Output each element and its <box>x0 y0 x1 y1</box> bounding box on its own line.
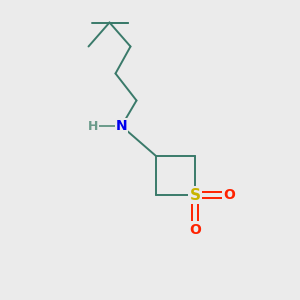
Text: H: H <box>88 119 98 133</box>
Text: S: S <box>190 188 200 202</box>
Text: N: N <box>116 119 127 133</box>
Text: O: O <box>224 188 236 202</box>
Text: O: O <box>189 223 201 236</box>
